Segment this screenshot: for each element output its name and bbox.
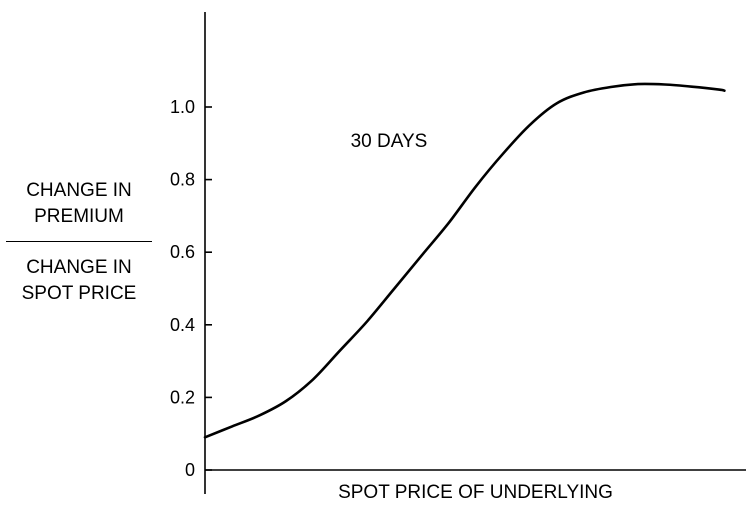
y-tick-labels: 0 0.2 0.4 0.6 0.8 1.0 (170, 97, 195, 480)
annotation-label: 30 DAYS (351, 131, 428, 152)
y-axis-label-numerator-line: CHANGE IN (26, 180, 132, 201)
y-tick-label: 0 (185, 460, 195, 480)
y-tick-label: 1.0 (170, 97, 195, 117)
y-axis-label-denominator-line: SPOT PRICE (21, 283, 137, 304)
y-ticks (205, 106, 212, 471)
y-tick-label: 0.6 (170, 242, 195, 262)
y-axis-label-denominator: CHANGE IN SPOT PRICE (0, 255, 158, 307)
y-axis-label-numerator-line: PREMIUM (34, 206, 124, 227)
y-axis-label-denominator-line: CHANGE IN (26, 257, 132, 278)
y-axis-label-numerator: CHANGE IN PREMIUM (0, 178, 158, 230)
y-tick-label: 0.8 (170, 170, 195, 190)
x-axis-label: SPOT PRICE OF UNDERLYING (338, 482, 613, 503)
series-line (203, 82, 726, 439)
y-axis-label-divider (6, 241, 152, 242)
y-tick-label: 0.2 (170, 387, 195, 407)
y-tick-label: 0.4 (170, 315, 195, 335)
